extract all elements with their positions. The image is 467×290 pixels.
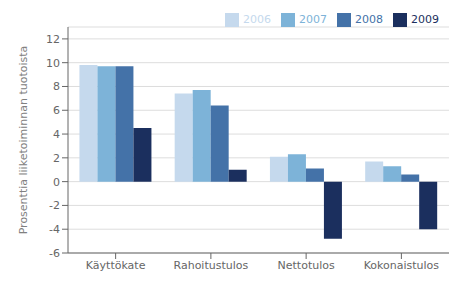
svg-text:8: 8	[53, 80, 60, 93]
svg-text:-6: -6	[49, 247, 60, 260]
svg-text:-4: -4	[49, 223, 60, 236]
svg-text:Kokonaistulos: Kokonaistulos	[364, 259, 440, 272]
svg-text:10: 10	[46, 57, 60, 70]
svg-text:6: 6	[53, 104, 60, 117]
svg-text:2: 2	[53, 152, 60, 165]
svg-text:Rahoitustulos: Rahoitustulos	[174, 259, 249, 272]
svg-text:12: 12	[46, 33, 60, 46]
html-text:2009: 2009	[411, 13, 439, 26]
svg-text:0: 0	[53, 176, 60, 189]
svg-text:Käyttökate: Käyttökate	[86, 259, 146, 272]
svg-text:-2: -2	[49, 199, 60, 212]
html-text:2006: 2006	[243, 13, 271, 26]
html-text:2008: 2008	[355, 13, 383, 26]
svg-text:4: 4	[53, 128, 60, 141]
svg-text:Prosenttia liiketoiminnan tuot: Prosenttia liiketoiminnan tuotoista	[17, 46, 30, 235]
svg-text:Nettotulos: Nettotulos	[278, 259, 335, 272]
html-text:2007: 2007	[299, 13, 327, 26]
